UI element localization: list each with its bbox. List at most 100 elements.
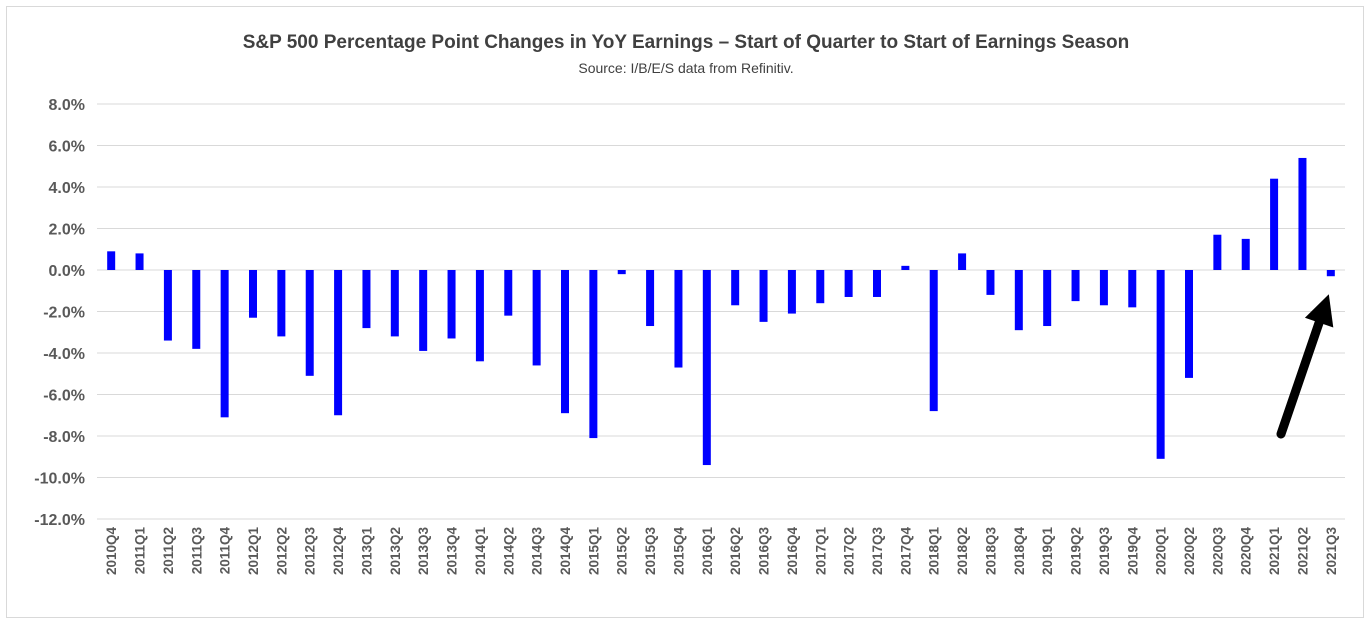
x-tick-label: 2011Q4	[218, 527, 233, 575]
bar-2015Q4	[674, 270, 683, 368]
bar-2013Q3	[419, 270, 428, 351]
x-tick-label: 2010Q4	[104, 527, 119, 576]
bar-2011Q3	[192, 270, 201, 349]
x-tick-label: 2012Q1	[246, 527, 261, 576]
x-tick-label: 2016Q3	[757, 527, 772, 576]
y-tick-label: -6.0%	[43, 388, 85, 405]
y-tick-label: -4.0%	[43, 346, 85, 363]
bar-2018Q3	[986, 270, 995, 295]
bar-2013Q2	[390, 270, 399, 337]
x-tick-label: 2020Q1	[1154, 527, 1169, 576]
x-tick-label: 2014Q3	[530, 527, 545, 576]
x-tick-label: 2020Q2	[1182, 527, 1197, 575]
y-axis: 8.0% 6.0% 4.0% 2.0% 0.0% -2.0% -4.0% -6.0% -8.0%…	[34, 97, 85, 529]
y-tick-label: -2.0%	[43, 305, 85, 322]
x-tick-label: 2011Q3	[189, 527, 204, 575]
y-tick-label: 6.0%	[49, 139, 85, 156]
x-tick-label: 2013Q1	[359, 527, 374, 576]
y-tick-label: 4.0%	[49, 180, 85, 197]
bar-2011Q1	[135, 253, 144, 270]
x-tick-label: 2014Q2	[501, 527, 516, 575]
x-tick-label: 2021Q3	[1324, 527, 1339, 576]
y-tick-label: 0.0%	[49, 263, 85, 280]
y-tick-label: -10.0%	[34, 471, 85, 488]
x-tick-label: 2017Q1	[813, 527, 828, 576]
x-tick-label: 2019Q4	[1125, 527, 1140, 576]
x-tick-label: 2018Q1	[927, 527, 942, 576]
bar-2016Q1	[702, 270, 711, 466]
x-tick-label: 2016Q4	[785, 527, 800, 576]
bar-2021Q2	[1298, 157, 1307, 270]
x-tick-label: 2017Q3	[870, 527, 885, 576]
arrow-head	[1304, 294, 1334, 328]
x-tick-label: 2013Q2	[388, 527, 403, 575]
chart-title: S&P 500 Percentage Point Changes in YoY …	[242, 32, 1130, 53]
x-tick-label: 2021Q2	[1295, 527, 1310, 575]
x-tick-label: 2015Q4	[671, 527, 686, 576]
x-tick-label: 2020Q3	[1210, 527, 1225, 576]
bar-2014Q3	[532, 270, 541, 366]
bar-2019Q2	[1071, 270, 1080, 302]
bar-2017Q1	[816, 270, 825, 304]
bar-2013Q4	[447, 270, 456, 339]
bar-2016Q2	[731, 270, 740, 306]
bar-2010Q4	[107, 251, 116, 270]
x-tick-label: 2012Q2	[274, 527, 289, 575]
x-tick-label: 2019Q2	[1069, 527, 1084, 575]
bar-2017Q4	[901, 265, 910, 270]
bar-2016Q3	[759, 270, 768, 322]
bar-2017Q2	[844, 270, 853, 297]
annotations	[1276, 294, 1334, 439]
arrow-shaft	[1276, 318, 1324, 439]
bar-2018Q2	[958, 253, 967, 270]
bar-2020Q3	[1213, 234, 1222, 270]
chart-subtitle: Source: I/B/E/S data from Refinitiv.	[578, 60, 794, 76]
x-tick-label: 2019Q3	[1097, 527, 1112, 576]
bar-2021Q1	[1270, 178, 1279, 270]
x-tick-label: 2013Q3	[416, 527, 431, 576]
bar-2012Q1	[249, 270, 257, 318]
x-tick-label: 2012Q3	[303, 527, 318, 576]
bars	[107, 157, 1335, 466]
x-tick-label: 2019Q1	[1040, 527, 1055, 576]
x-tick-label: 2016Q2	[728, 527, 743, 575]
gridlines	[97, 103, 1345, 520]
y-tick-label: -8.0%	[43, 429, 85, 446]
x-tick-label: 2012Q4	[331, 527, 346, 576]
y-tick-label: 2.0%	[49, 222, 85, 239]
bar-2020Q4	[1241, 238, 1250, 270]
bar-2016Q4	[787, 270, 796, 314]
x-tick-label: 2011Q1	[133, 527, 148, 575]
x-tick-label: 2018Q4	[1012, 527, 1027, 576]
y-tick-label: -12.0%	[34, 512, 85, 529]
x-tick-label: 2015Q3	[643, 527, 658, 576]
x-tick-label: 2018Q3	[983, 527, 998, 576]
y-tick-label: 8.0%	[49, 97, 85, 114]
x-tick-label: 2014Q1	[473, 527, 488, 576]
x-axis: 2010Q4 2011Q1 2011Q2 2011Q3 2011Q4 2012Q1 2012…	[104, 527, 1339, 576]
bar-2015Q3	[646, 270, 655, 327]
bar-2014Q2	[504, 270, 513, 316]
x-tick-label: 2015Q2	[615, 527, 630, 575]
bar-2013Q1	[362, 270, 371, 329]
x-tick-label: 2011Q2	[161, 527, 176, 574]
bar-2018Q4	[1014, 270, 1023, 331]
x-tick-label: 2021Q1	[1267, 527, 1282, 576]
x-tick-label: 2020Q4	[1239, 527, 1254, 576]
bar-2015Q2	[617, 270, 626, 275]
bar-2020Q2	[1185, 270, 1193, 378]
bar-2019Q4	[1128, 270, 1137, 308]
bar-2012Q3	[305, 270, 314, 376]
x-tick-label: 2014Q4	[558, 527, 573, 576]
bar-2021Q3	[1326, 270, 1335, 277]
bar-2014Q1	[475, 270, 484, 362]
bar-2017Q3	[873, 270, 881, 297]
bar-2011Q2	[163, 270, 172, 341]
bar-2014Q4	[561, 270, 569, 414]
x-tick-label: 2017Q4	[898, 527, 913, 576]
bar-2020Q1	[1156, 270, 1165, 459]
bar-2015Q1	[589, 270, 598, 439]
bar-2012Q2	[277, 270, 286, 337]
bar-2019Q1	[1043, 270, 1052, 327]
